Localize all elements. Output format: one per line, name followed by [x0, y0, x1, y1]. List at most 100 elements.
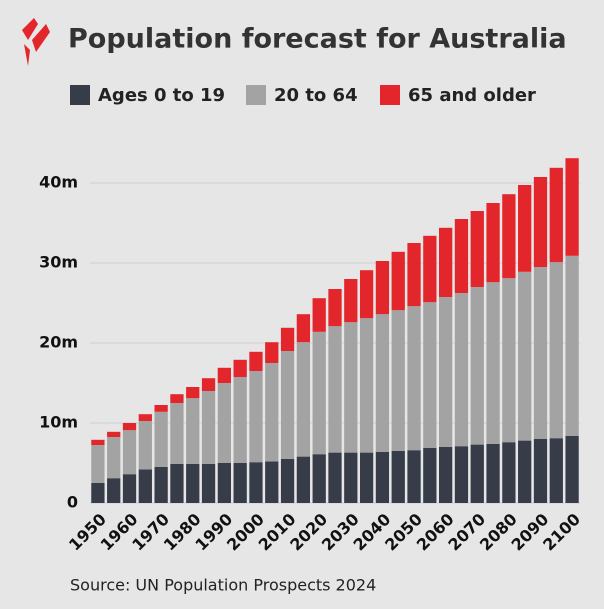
bar-segment [138, 414, 152, 421]
bar-segment [296, 314, 311, 343]
bar-segment [470, 287, 484, 445]
bar-segment [280, 327, 295, 351]
bar-segment [533, 267, 548, 439]
bar-segment [91, 445, 105, 483]
bar-segment [233, 359, 247, 377]
bar-segment [122, 423, 137, 431]
bar-segment [154, 405, 168, 412]
x-tick-label: 2100 [539, 510, 584, 555]
bar-segment [138, 421, 152, 470]
bar-segment [328, 326, 342, 453]
bar-segment [549, 438, 563, 503]
bar-segment [249, 351, 263, 371]
bar-segment [280, 459, 295, 503]
bar-segment [359, 270, 374, 319]
y-tick-label: 10m [39, 413, 78, 432]
bar-segment [502, 194, 516, 279]
bar-segment [486, 282, 500, 444]
bar-segment [91, 439, 105, 445]
bar-segment [344, 452, 358, 503]
bar-segment [107, 431, 121, 437]
bar-segment [391, 451, 405, 503]
bar-segment [201, 391, 216, 464]
bar-segment [122, 430, 137, 475]
bar-segment [328, 452, 342, 503]
bar-segment [439, 227, 453, 297]
bar-segment [91, 483, 105, 503]
y-tick-label: 20m [39, 333, 78, 352]
bar-segment [359, 318, 374, 453]
bar-segment [249, 371, 263, 463]
bar-segment [312, 454, 326, 503]
bar-segment [344, 322, 358, 453]
bar-segment [454, 219, 469, 293]
bar-segment [170, 463, 184, 503]
bar-segment [518, 440, 532, 503]
bar-segment [233, 377, 247, 463]
bar-segment [170, 403, 184, 464]
bar-segment [265, 461, 279, 503]
bar-segment [407, 306, 421, 451]
bar-segment [391, 251, 405, 311]
bar-segment [344, 279, 358, 323]
bar-segment [107, 437, 121, 479]
legend-label: Ages 0 to 19 [98, 85, 225, 106]
legend-swatch [70, 85, 90, 105]
bar-segment [407, 243, 421, 307]
bar-segment [518, 271, 532, 441]
bar-segment [502, 278, 516, 443]
bar-segment [186, 463, 200, 503]
bar-segment [439, 447, 453, 503]
bar-segment [454, 293, 469, 447]
bar-segment [312, 331, 326, 455]
logo [22, 18, 50, 66]
bar-segment [107, 478, 121, 503]
bar-segment [328, 289, 342, 327]
bar-segment [186, 387, 200, 399]
chart-title: Population forecast for Australia [68, 24, 567, 55]
bar-segment [296, 342, 311, 457]
bar-segment [565, 435, 579, 503]
legend-swatch [246, 85, 266, 105]
legend-label: 65 and older [408, 85, 536, 106]
y-tick-label: 30m [39, 253, 78, 272]
bar-segment [312, 298, 326, 332]
bar-segment [565, 158, 579, 256]
bar-segment [549, 167, 563, 263]
bar-segment [296, 456, 311, 503]
bar-segment [375, 314, 390, 452]
bar-segment [375, 451, 390, 503]
bar-segment [470, 444, 484, 503]
bar-segment [233, 463, 247, 503]
y-tick-label: 40m [39, 173, 78, 192]
bar-segment [217, 383, 231, 463]
bar-segment [565, 255, 579, 436]
bar-segment [122, 474, 137, 503]
bar-segment [154, 467, 168, 503]
bar-segment [533, 177, 548, 267]
bar-segment [533, 439, 548, 503]
bar-segment [486, 443, 500, 503]
bar-segment [170, 394, 184, 403]
bar-segment [391, 310, 405, 451]
bar-segment [375, 261, 390, 315]
bar-segment [201, 378, 216, 391]
bar-segment [217, 367, 231, 383]
bar-segment [470, 211, 484, 287]
bar-segment [486, 203, 500, 283]
bar-segment [249, 462, 263, 503]
bar-segment [423, 302, 437, 448]
bar-segment [138, 469, 152, 503]
legend-swatch [380, 85, 400, 105]
bar-segment [502, 442, 516, 503]
bar-segment [518, 185, 532, 272]
bar-segment [154, 411, 168, 467]
bar-segment [423, 447, 437, 503]
bar-segment [359, 452, 374, 503]
bar-segment [186, 398, 200, 464]
y-tick-label: 0 [67, 493, 78, 512]
bar-segment [265, 342, 279, 363]
bar-segment [454, 446, 469, 503]
bar-segment [265, 363, 279, 462]
